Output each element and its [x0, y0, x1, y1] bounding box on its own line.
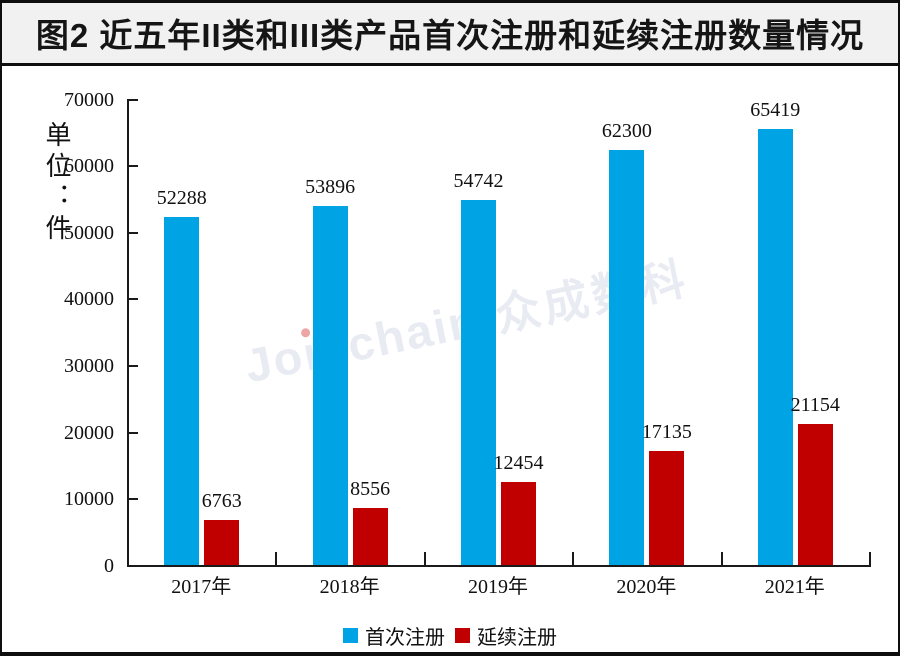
legend-label: 首次注册: [365, 627, 445, 649]
y-axis-tick-label: 0: [104, 555, 114, 577]
bar-first-registration: [609, 149, 645, 565]
bar-value-label-first: 54742: [453, 170, 504, 193]
x-axis-tick: [572, 552, 575, 565]
x-axis-tick: [275, 552, 278, 565]
bar-renewal-registration: [797, 424, 833, 565]
y-axis-tick-label: 30000: [64, 355, 114, 378]
legend-entry: 延续注册: [455, 621, 557, 650]
x-axis-tick: [869, 552, 871, 565]
x-axis-tick: [720, 552, 723, 565]
bar-renewal-registration: [501, 482, 536, 565]
bar-first-registration: [164, 216, 200, 565]
y-axis-tick: [129, 365, 138, 368]
bar-first-registration: [461, 200, 496, 565]
x-axis-category-label: 2017年: [171, 576, 232, 598]
y-axis-line: [127, 98, 129, 567]
y-axis-tick: [129, 431, 138, 434]
bar-renewal-registration: [352, 507, 388, 565]
bar-chart-plot: 0 10000 20000 30000 40000 50000 60000 70000 5228…: [2, 69, 898, 652]
bar-value-label-renewal: 21154: [790, 394, 840, 417]
y-axis-tick-label: 60000: [64, 155, 114, 178]
x-axis-line: [127, 565, 871, 567]
x-axis-tick: [423, 552, 426, 565]
figure-title: 图2 近五年II类和III类产品首次注册和延续注册数量情况: [2, 3, 898, 66]
y-axis-tick: [129, 498, 138, 501]
y-axis-tick: [129, 231, 138, 234]
y-axis-tick-label: 50000: [64, 221, 114, 244]
y-axis-tick: [129, 165, 138, 168]
bar-value-label-first: 53896: [305, 175, 356, 198]
bar-first-registration: [757, 129, 793, 565]
bar-first-registration: [312, 205, 348, 565]
x-axis-category-label: 2021年: [764, 576, 825, 598]
bar-value-label-renewal: 17135: [641, 420, 692, 443]
bar-value-label-first: 62300: [601, 119, 652, 142]
bar-value-label-renewal: 6763: [201, 489, 242, 512]
bar-value-label-first: 52288: [156, 186, 207, 209]
legend-label: 延续注册: [477, 627, 557, 649]
legend-swatch-icon: [455, 628, 470, 643]
y-axis-tick-label: 20000: [64, 421, 114, 444]
bar-value-label-first: 65419: [750, 99, 801, 122]
y-axis-unit-label: 单位：件: [42, 121, 72, 245]
legend: 首次注册 延续注册: [2, 621, 898, 650]
bar-renewal-registration: [204, 519, 240, 565]
legend-swatch-icon: [343, 628, 358, 643]
bar-value-label-renewal: 12454: [493, 452, 544, 474]
x-axis-category-label: 2020年: [616, 576, 677, 598]
y-axis-tick-label: 70000: [64, 88, 114, 111]
bar-renewal-registration: [649, 450, 685, 565]
x-axis-category-label: 2019年: [468, 576, 528, 598]
bar-value-label-renewal: 8556: [350, 477, 391, 500]
legend-entry: 首次注册: [343, 621, 445, 650]
x-axis-category-label: 2018年: [319, 576, 380, 598]
y-axis-tick: [129, 98, 138, 101]
y-axis-tick-label: 10000: [64, 488, 114, 511]
y-axis-tick: [129, 298, 138, 301]
y-axis-tick-label: 40000: [64, 288, 114, 311]
